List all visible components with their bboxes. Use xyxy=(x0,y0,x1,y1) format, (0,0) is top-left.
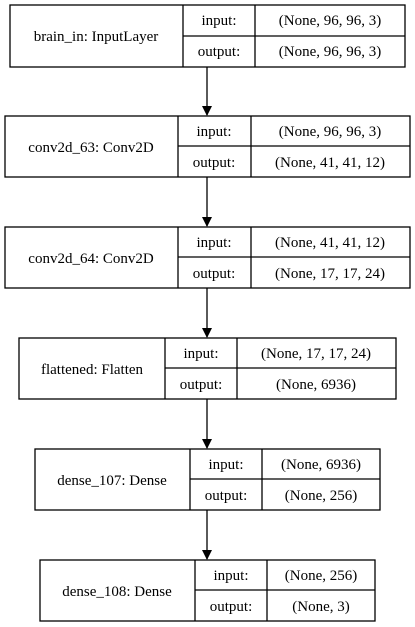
output-label: output: xyxy=(210,599,253,615)
output-label: output: xyxy=(193,266,236,282)
input-label: input: xyxy=(208,457,243,473)
input-shape: (None, 96, 96, 3) xyxy=(279,124,381,140)
input-shape: (None, 256) xyxy=(285,568,357,584)
layer-node-dense-108: dense_108: Dense input: output: (None, 2… xyxy=(39,559,376,622)
output-label: output: xyxy=(180,377,223,393)
layer-node-conv2d-64: conv2d_64: Conv2D input: output: (None, … xyxy=(4,226,411,289)
layer-name: dense_108: Dense xyxy=(62,584,172,600)
input-label: input: xyxy=(201,13,236,29)
output-label: output: xyxy=(198,44,241,60)
output-label: output: xyxy=(193,155,236,171)
output-shape: (None, 96, 96, 3) xyxy=(279,44,381,60)
input-shape: (None, 96, 96, 3) xyxy=(279,13,381,29)
output-shape: (None, 256) xyxy=(285,488,357,504)
layer-node-dense-107: dense_107: Dense input: output: (None, 6… xyxy=(34,448,381,511)
layer-name: conv2d_64: Conv2D xyxy=(28,251,154,267)
layer-name: dense_107: Dense xyxy=(57,473,167,489)
output-shape: (None, 17, 17, 24) xyxy=(275,266,385,282)
input-label: input: xyxy=(183,346,218,362)
output-shape: (None, 41, 41, 12) xyxy=(275,155,385,171)
output-label: output: xyxy=(205,488,248,504)
output-shape: (None, 6936) xyxy=(276,377,356,393)
input-label: input: xyxy=(196,124,231,140)
layer-node-conv2d-63: conv2d_63: Conv2D input: output: (None, … xyxy=(4,115,411,178)
input-label: input: xyxy=(213,568,248,584)
layer-node-flattened: flattened: Flatten input: output: (None,… xyxy=(18,337,397,400)
input-shape: (None, 41, 41, 12) xyxy=(275,235,385,251)
input-label: input: xyxy=(196,235,231,251)
layer-name: flattened: Flatten xyxy=(41,362,144,378)
input-shape: (None, 17, 17, 24) xyxy=(261,346,371,362)
output-shape: (None, 3) xyxy=(292,599,349,615)
layer-node-brain-in: brain_in: InputLayer input: output: (Non… xyxy=(9,4,406,68)
layer-name: brain_in: InputLayer xyxy=(34,29,159,45)
layer-name: conv2d_63: Conv2D xyxy=(28,140,154,156)
input-shape: (None, 6936) xyxy=(281,457,361,473)
